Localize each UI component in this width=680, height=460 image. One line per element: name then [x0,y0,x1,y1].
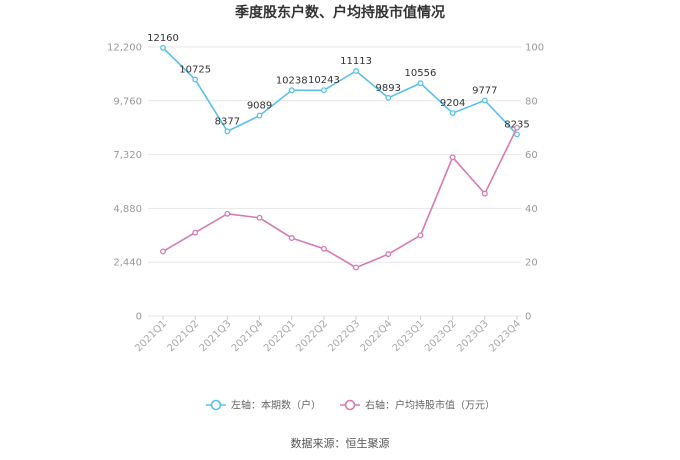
data-label: 9089 [247,101,272,112]
data-point [160,248,166,255]
data-point [417,80,424,87]
data-point [449,154,456,161]
x-tick-label: 2022Q4 [359,318,395,354]
data-point [224,210,231,217]
data-point [320,87,327,94]
data-point [224,128,231,135]
left-tick-label: 4,880 [113,204,142,215]
x-tick-label: 2023Q1 [391,318,427,354]
x-tick-label: 2022Q2 [294,318,330,354]
legend: 左轴：本期数（户） 右轴：户均持股市值（万元） [206,399,495,412]
right-tick-label: 20 [525,258,538,269]
legend-marker [210,399,222,411]
data-label: 9204 [440,98,465,109]
left-tick-label: 0 [136,312,142,323]
left-tick-label: 2,440 [113,258,142,269]
data-point [514,131,520,138]
right-tick-label: 100 [525,43,544,54]
x-tick-label: 2021Q2 [165,318,201,354]
data-point [288,235,295,241]
data-point [320,245,327,252]
left-tick-label: 12,200 [107,43,142,54]
data-point [385,251,392,258]
data-label: 10725 [179,65,211,76]
left-axis-ticks: 0 2,440 4,880 7,320 9,760 12,200 [107,43,142,323]
data-point [449,110,456,117]
left-tick-label: 9,760 [113,96,142,107]
chart-title: 季度股东户数、户均持股市值情况 [234,4,445,21]
data-source: 数据来源：恒生聚源 [291,436,390,450]
data-point [417,232,424,239]
x-tick-label: 2023Q3 [455,318,491,354]
data-label: 10238 [276,75,308,86]
x-tick-label: 2023Q4 [487,318,523,354]
data-point [481,190,488,197]
data-point [256,112,263,119]
data-point [288,87,295,94]
right-axis-ticks: 0 20 40 60 80 100 [525,43,544,323]
legend-label: 右轴：户均持股市值（万元） [365,399,495,412]
x-tick-label: 2021Q3 [198,318,234,354]
data-point [353,68,360,74]
data-label: 10556 [405,68,437,79]
data-label: 12160 [147,33,179,44]
series-line-1 [162,47,518,135]
x-axis-ticks: 2021Q12021Q22021Q32021Q42022Q12022Q22022… [133,316,523,354]
data-point [160,44,166,51]
right-tick-label: 40 [525,204,538,215]
x-tick-label: 2021Q1 [133,318,169,354]
x-tick-label: 2021Q4 [230,318,266,354]
data-point [514,124,520,131]
data-point [192,229,199,236]
data-label: 8377 [215,116,240,127]
data-point [192,76,199,83]
x-tick-label: 2022Q3 [326,318,362,354]
series-line-2 [162,127,518,269]
data-label: 11113 [340,56,372,67]
data-point [256,214,263,221]
data-label: 10243 [308,75,340,86]
left-tick-label: 7,320 [113,150,142,161]
right-tick-label: 80 [525,96,538,107]
legend-label: 左轴：本期数（户） [231,399,321,412]
data-point [481,97,488,104]
x-tick-label: 2022Q1 [262,318,298,354]
data-point [353,264,360,271]
data-label: 9777 [472,85,497,96]
legend-marker [344,399,356,411]
right-tick-label: 0 [525,312,531,323]
right-tick-label: 60 [525,150,538,161]
data-label: 9893 [376,83,401,94]
x-tick-label: 2023Q2 [423,318,459,354]
grid-lines [148,46,521,317]
data-point [385,94,392,101]
